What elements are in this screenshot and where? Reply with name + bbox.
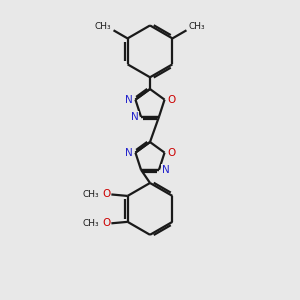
Text: CH₃: CH₃ [82,219,99,228]
Text: O: O [102,218,110,228]
Text: N: N [125,148,133,158]
Text: O: O [102,190,110,200]
Text: N: N [130,112,138,122]
Text: CH₃: CH₃ [82,190,99,199]
Text: O: O [167,148,175,158]
Text: CH₃: CH₃ [94,22,111,31]
Text: CH₃: CH₃ [189,22,206,31]
Text: N: N [162,165,170,175]
Text: O: O [167,94,175,105]
Text: N: N [125,94,133,105]
